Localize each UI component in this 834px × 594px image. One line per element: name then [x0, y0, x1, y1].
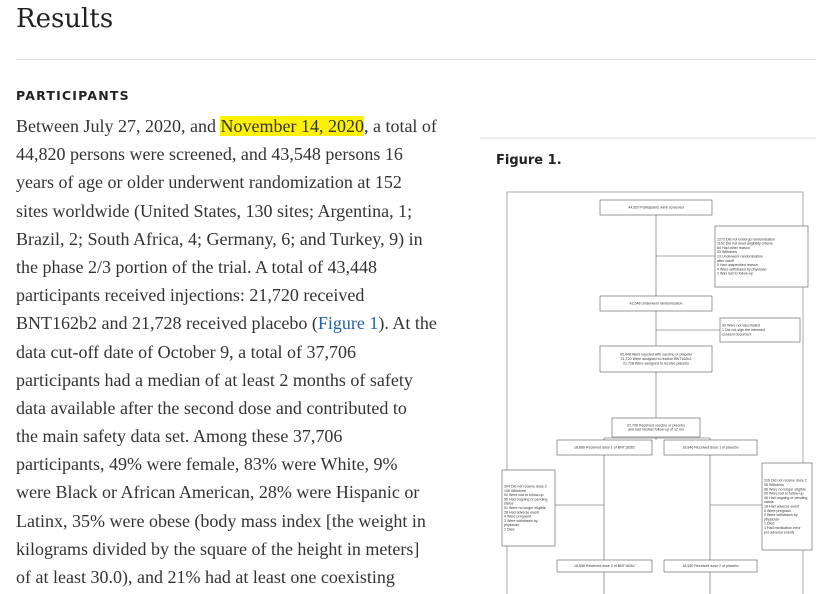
text-line: the main safety data set. Among these 37… [16, 426, 343, 447]
flow-text: 1272 Did not undergo randomization [717, 237, 775, 241]
flow-text: 44,820 Participants were screened [628, 205, 683, 209]
flow-text: and had median follow-up of ≥2 mo [628, 428, 684, 432]
flow-box [599, 199, 713, 216]
flow-text: 13 Underwent randomization [717, 254, 763, 258]
flow-text: 92 Were lost to follow-up [504, 493, 543, 497]
divider [16, 59, 816, 60]
text-line: sites worldwide (United States, 130 site… [16, 200, 413, 221]
text-line: data cut-off date of October 9, a total … [16, 341, 357, 362]
text-line: participants, 49% were female, 83% were … [16, 454, 398, 475]
flow-box [719, 317, 801, 343]
text-line: Latinx, 35% were obese (body mass index … [16, 510, 426, 531]
flow-text: 100 Withdrew [504, 489, 526, 493]
flow-text: physician [764, 517, 779, 521]
flow-text: 43,448 Were injected with vaccine or pla… [620, 353, 692, 357]
text-line: years of age or older underwent randomiz… [16, 172, 402, 193]
flow-text: 28 Had adverse event [504, 510, 539, 514]
flow-text: 37,706 Received vaccine or placebo [627, 423, 685, 427]
flow-text: 56 Had ongoing or pending [504, 497, 547, 501]
flow-box [556, 439, 653, 456]
flow-text: 43,548 Underwent randomization [630, 301, 683, 305]
flow-text: 21,720 Were assigned to receive BNT162b2 [621, 357, 692, 361]
text-span: BNT162b2 and 21,728 received placebo ( [16, 313, 318, 334]
figure-link[interactable]: Figure 1 [317, 313, 379, 334]
flow-text: consent document [722, 332, 751, 336]
text-line: Brazil, 2; South Africa, 4; Germany, 6; … [16, 228, 423, 249]
flow-box [761, 462, 813, 551]
text-line: of at least 30.0), and 21% had at least … [16, 567, 395, 587]
text-line: participants received injections: 21,720… [16, 285, 365, 306]
flow-text: 4 Were pregnant [504, 515, 531, 519]
text-line: participants had a median of at least 2 … [16, 369, 413, 390]
flow-text: 304 Did not receive dose 2 [504, 484, 547, 488]
flow-text: 18,860 Received dose 1 of BNT162b2 [574, 445, 635, 449]
paragraph: Between July 27, 2020, and November 14, … [16, 112, 437, 591]
flow-text: 96 Withdrew [764, 483, 784, 487]
text-span: , a total of [363, 116, 437, 136]
flow-text: 18,846 Received dose 1 of placebo [682, 445, 738, 449]
text-line: kilograms divided by the square of the h… [16, 538, 420, 559]
flow-text: 1 Died [764, 522, 774, 526]
flow-text: 99 Were not vaccinated [722, 324, 760, 328]
flow-text: 1 Did not sign the informed [722, 328, 765, 332]
flow-box [501, 469, 556, 547]
highlighted-text: November 14, 2020 [220, 116, 364, 136]
flow-text: 2 Were withdrawn by [764, 513, 798, 517]
connectors [555, 215, 762, 594]
flow-text: 51 Were no longer eligible [504, 506, 546, 510]
text-line: 44,820 persons were screened, and 43,548… [16, 144, 403, 165]
flow-text: 18,530 Received dose 2 of placebo [682, 564, 738, 568]
text-line: were Black or African American, 28% were… [16, 482, 420, 503]
flow-box [556, 559, 653, 573]
flow-text: 21,728 Were assigned to receive placebo [623, 361, 689, 365]
flow-box [663, 559, 758, 573]
flow-text: 18,556 Received dose 2 of BNT162b2 [574, 564, 635, 568]
flow-text: status [764, 500, 774, 504]
flow-box [611, 417, 701, 438]
flow-text: 3 Were withdrawn by [504, 519, 538, 523]
text-line: data available after the second dose and… [16, 397, 407, 418]
figure-label[interactable]: Figure 1. [496, 153, 562, 168]
text-span: ). At the [378, 313, 437, 334]
flow-box [599, 345, 713, 373]
flow-text: 1 Had medication error [764, 526, 801, 530]
section-heading: PARTICIPANTS [16, 88, 130, 103]
flow-text: status [504, 502, 514, 506]
page-title: Results [16, 4, 114, 34]
flow-text: 1 Was lost to follow-up [717, 272, 753, 276]
flow-text: 65 Were lost to follow-up [764, 492, 803, 496]
flow-text: 4 Were withdrawn by physician [717, 267, 766, 271]
flow-text: 1 Died [504, 527, 514, 531]
flow-text: (no adverse event) [764, 530, 794, 534]
flow-text: after cutoff [717, 259, 734, 263]
flow-text: 5 Were pregnant [764, 509, 791, 513]
flow-text: 86 Were no longer eligible [764, 487, 806, 491]
flow-box [599, 295, 713, 312]
flow-text: 18 Had adverse event [764, 504, 799, 508]
flow-text: physician [504, 523, 519, 527]
flow-text: 33 Withdrew [717, 250, 737, 254]
flow-text: 5 Had unspecified reason [717, 263, 758, 267]
text-line: Between July 27, 2020, and November 14, … [16, 112, 437, 140]
flow-text: 1152 Did not meet eligibility criteria [717, 242, 772, 246]
flow-text: 84 Had other reason [717, 246, 750, 250]
flow-text: 316 Did not receive dose 2 [764, 479, 807, 483]
flow-text: 46 Had ongoing or pending [764, 496, 807, 500]
text-line: the phase 2/3 portion of the trial. A to… [16, 256, 377, 277]
flow-box [714, 225, 809, 288]
text-line: BNT162b2 and 21,728 received placebo (Fi… [16, 309, 437, 337]
text-span: Between July 27, 2020, and [16, 116, 221, 136]
flow-box [663, 439, 758, 456]
